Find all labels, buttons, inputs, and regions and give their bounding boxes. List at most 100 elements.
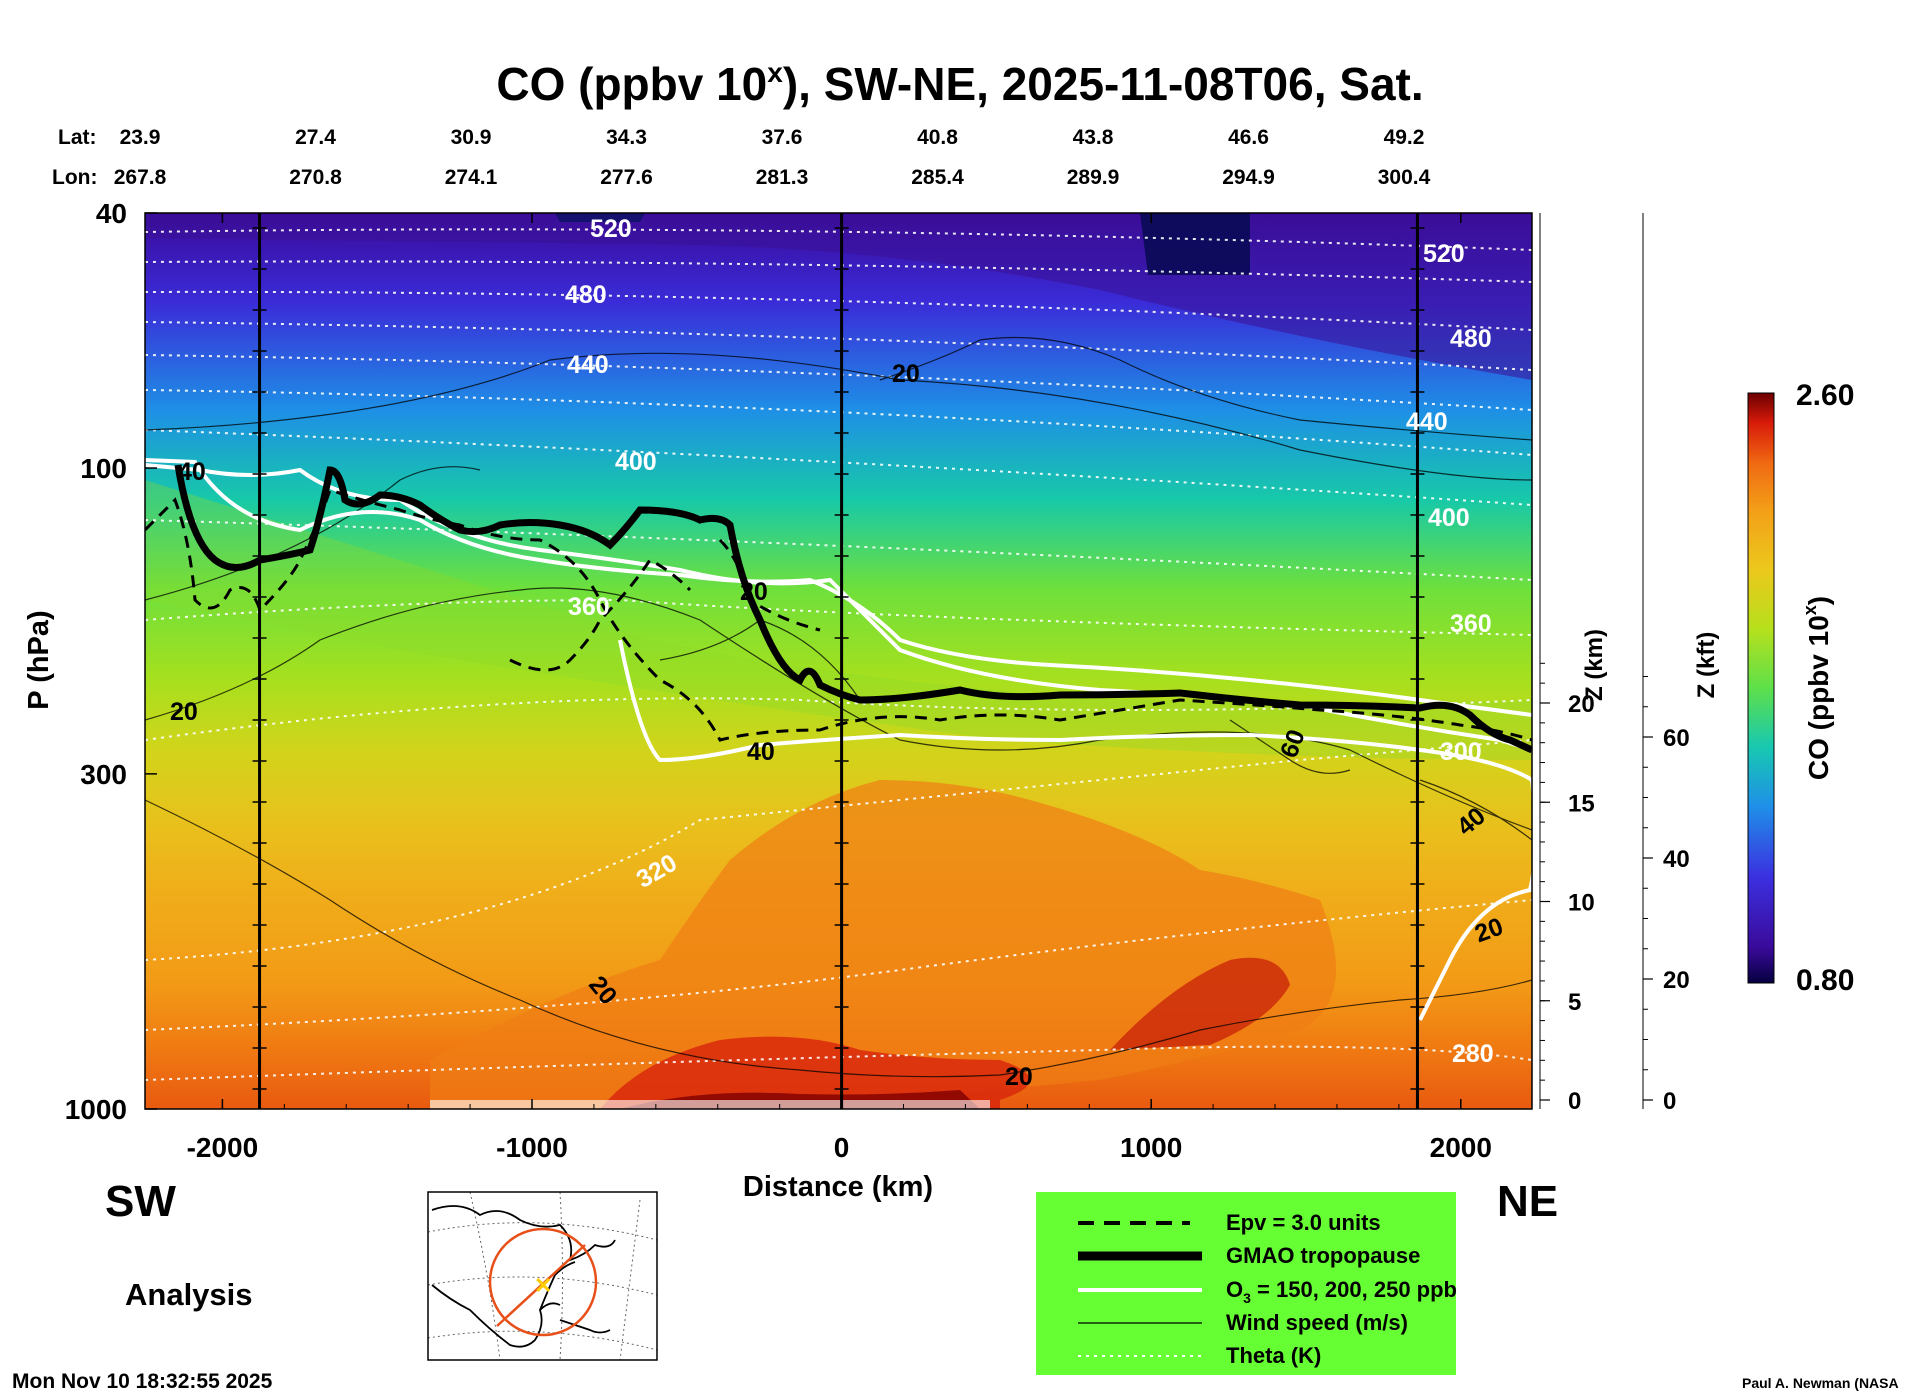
co-peak-region-2 <box>1110 957 1290 1050</box>
theta-contours <box>145 228 1532 1081</box>
theta-label: 440 <box>567 351 609 379</box>
lat-value: 49.2 <box>1384 126 1425 149</box>
y-tick-label: 1000 <box>65 1094 127 1125</box>
wind-label: 20 <box>170 698 198 726</box>
lon-value: 281.3 <box>756 166 809 189</box>
inset-center-marker-icon: ✕ <box>534 1273 552 1298</box>
lon-value: 289.9 <box>1067 166 1120 189</box>
graticule-line <box>427 1276 658 1296</box>
theta-label: 280 <box>1452 1040 1494 1068</box>
z-km-axis: 0 5 10 15 20 <box>1539 213 1595 1115</box>
z-kft-tick-label: 40 <box>1663 846 1690 873</box>
theta-line-340 <box>145 697 1532 741</box>
lon-value: 285.4 <box>911 166 964 189</box>
graticule-line <box>427 1330 658 1351</box>
lat-value: 43.8 <box>1073 126 1114 149</box>
co-min-patch-2 <box>555 213 645 222</box>
wind-line-6 <box>1419 779 1532 841</box>
theta-line-400 <box>145 429 1532 506</box>
theta-label: 520 <box>1423 240 1465 268</box>
legend-label-theta: Theta (K) <box>1226 1343 1321 1368</box>
theta-line-320 <box>145 739 1532 961</box>
theta-line-520 <box>145 228 1532 251</box>
legend: Epv = 3.0 units GMAO tropopause O3 = 150… <box>1078 1210 1457 1368</box>
timestamp: Mon Nov 10 18:32:55 2025 <box>12 1370 273 1393</box>
x-axis-label: Distance (km) <box>743 1171 933 1203</box>
inset-map-frame <box>427 1191 658 1361</box>
theta-line-420 <box>145 389 1532 456</box>
theta-line-460 <box>145 321 1532 371</box>
co-field <box>145 213 1532 1109</box>
coastline <box>431 1205 616 1262</box>
z-km-tick-label: 5 <box>1568 989 1581 1016</box>
colorbar-max-label: 2.60 <box>1796 379 1854 412</box>
colorbar <box>1747 392 1775 984</box>
surface-strip <box>430 1100 990 1109</box>
z-km-axis-label: Z (km) <box>1581 629 1608 701</box>
wind-line-4 <box>879 336 1532 441</box>
lat-value: 27.4 <box>295 126 336 149</box>
lon-row-label: Lon: <box>52 166 97 189</box>
colorbar-min-label: 0.80 <box>1796 964 1854 997</box>
theta-label: 360 <box>568 593 610 621</box>
theta-line-280 <box>145 1045 1532 1081</box>
z-km-tick-label: 15 <box>1568 790 1595 817</box>
profile-lines <box>252 213 1425 1109</box>
z-kft-axis-label: Z (kft) <box>1693 632 1720 699</box>
lon-value: 274.1 <box>445 166 498 189</box>
z-kft-tick-label: 60 <box>1663 725 1690 752</box>
theta-label: 360 <box>1450 610 1492 638</box>
inset-range-circle <box>488 1227 598 1337</box>
lat-value: 23.9 <box>120 126 161 149</box>
co-min-patch <box>1140 213 1250 275</box>
gmao-tropopause-line <box>174 464 1532 754</box>
x-tick-label: 1000 <box>1120 1132 1182 1163</box>
z-kft-axis: 0 20 40 60 <box>1642 213 1690 1115</box>
wind-label: 40 <box>178 458 206 486</box>
wind-line-1 <box>145 352 1532 481</box>
co-high-lower-region <box>430 780 1336 1109</box>
z-km-tick-label: 10 <box>1568 890 1595 917</box>
inset-map-coastlines <box>431 1205 616 1348</box>
theta-line-360 <box>145 598 1532 636</box>
z-km-tick-label: 20 <box>1568 691 1595 718</box>
lon-value: 270.8 <box>289 166 342 189</box>
wind-label: 20 <box>892 360 920 388</box>
theta-line-480 <box>145 290 1532 331</box>
z-kft-tick-label: 0 <box>1663 1088 1676 1115</box>
wind-label: 20 <box>740 578 768 606</box>
y-tick-label: 300 <box>80 759 127 790</box>
wind-label: 20 <box>1005 1063 1033 1091</box>
lat-lon-rows: 23.9 267.8 27.4 270.8 30.9 274.1 34.3 277.6 37.6… <box>114 126 1431 189</box>
theta-line-380 <box>145 519 1532 581</box>
lat-row-label: Lat: <box>58 126 97 149</box>
x-tick-label: 0 <box>834 1132 850 1163</box>
lon-value: 300.4 <box>1378 166 1431 189</box>
theta-label: 400 <box>1428 504 1470 532</box>
theta-label: 300 <box>1440 738 1482 766</box>
x-tick-label: -1000 <box>496 1132 568 1163</box>
z-kft-tick-label: 20 <box>1663 967 1690 994</box>
plot-frame <box>144 212 1533 1110</box>
theta-label: 480 <box>1450 325 1492 353</box>
x-tick-label: 2000 <box>1430 1132 1492 1163</box>
y-axis-label: P (hPa) <box>23 610 55 709</box>
lat-value: 37.6 <box>762 126 803 149</box>
ne-label: NE <box>1497 1177 1558 1226</box>
co-peak-region-1 <box>600 1036 1030 1109</box>
y-axis: 1000 300 100 40 <box>65 198 157 1125</box>
x-tick-label: -2000 <box>187 1132 259 1163</box>
lon-value: 294.9 <box>1222 166 1275 189</box>
o3-line-250 <box>618 639 1532 1021</box>
legend-label-tropopause: GMAO tropopause <box>1226 1243 1420 1268</box>
graticule-line <box>427 1222 658 1241</box>
inset-map: ✕ <box>427 1191 658 1361</box>
x-axis: -2000 -1000 0 1000 2000 <box>187 213 1492 1163</box>
coastline <box>539 1261 576 1311</box>
coastline <box>559 1319 611 1334</box>
inset-section-line <box>496 1244 586 1327</box>
graticule-line <box>559 1191 563 1361</box>
wind-line-3 <box>145 799 1532 1078</box>
theta-line-500 <box>145 260 1532 283</box>
